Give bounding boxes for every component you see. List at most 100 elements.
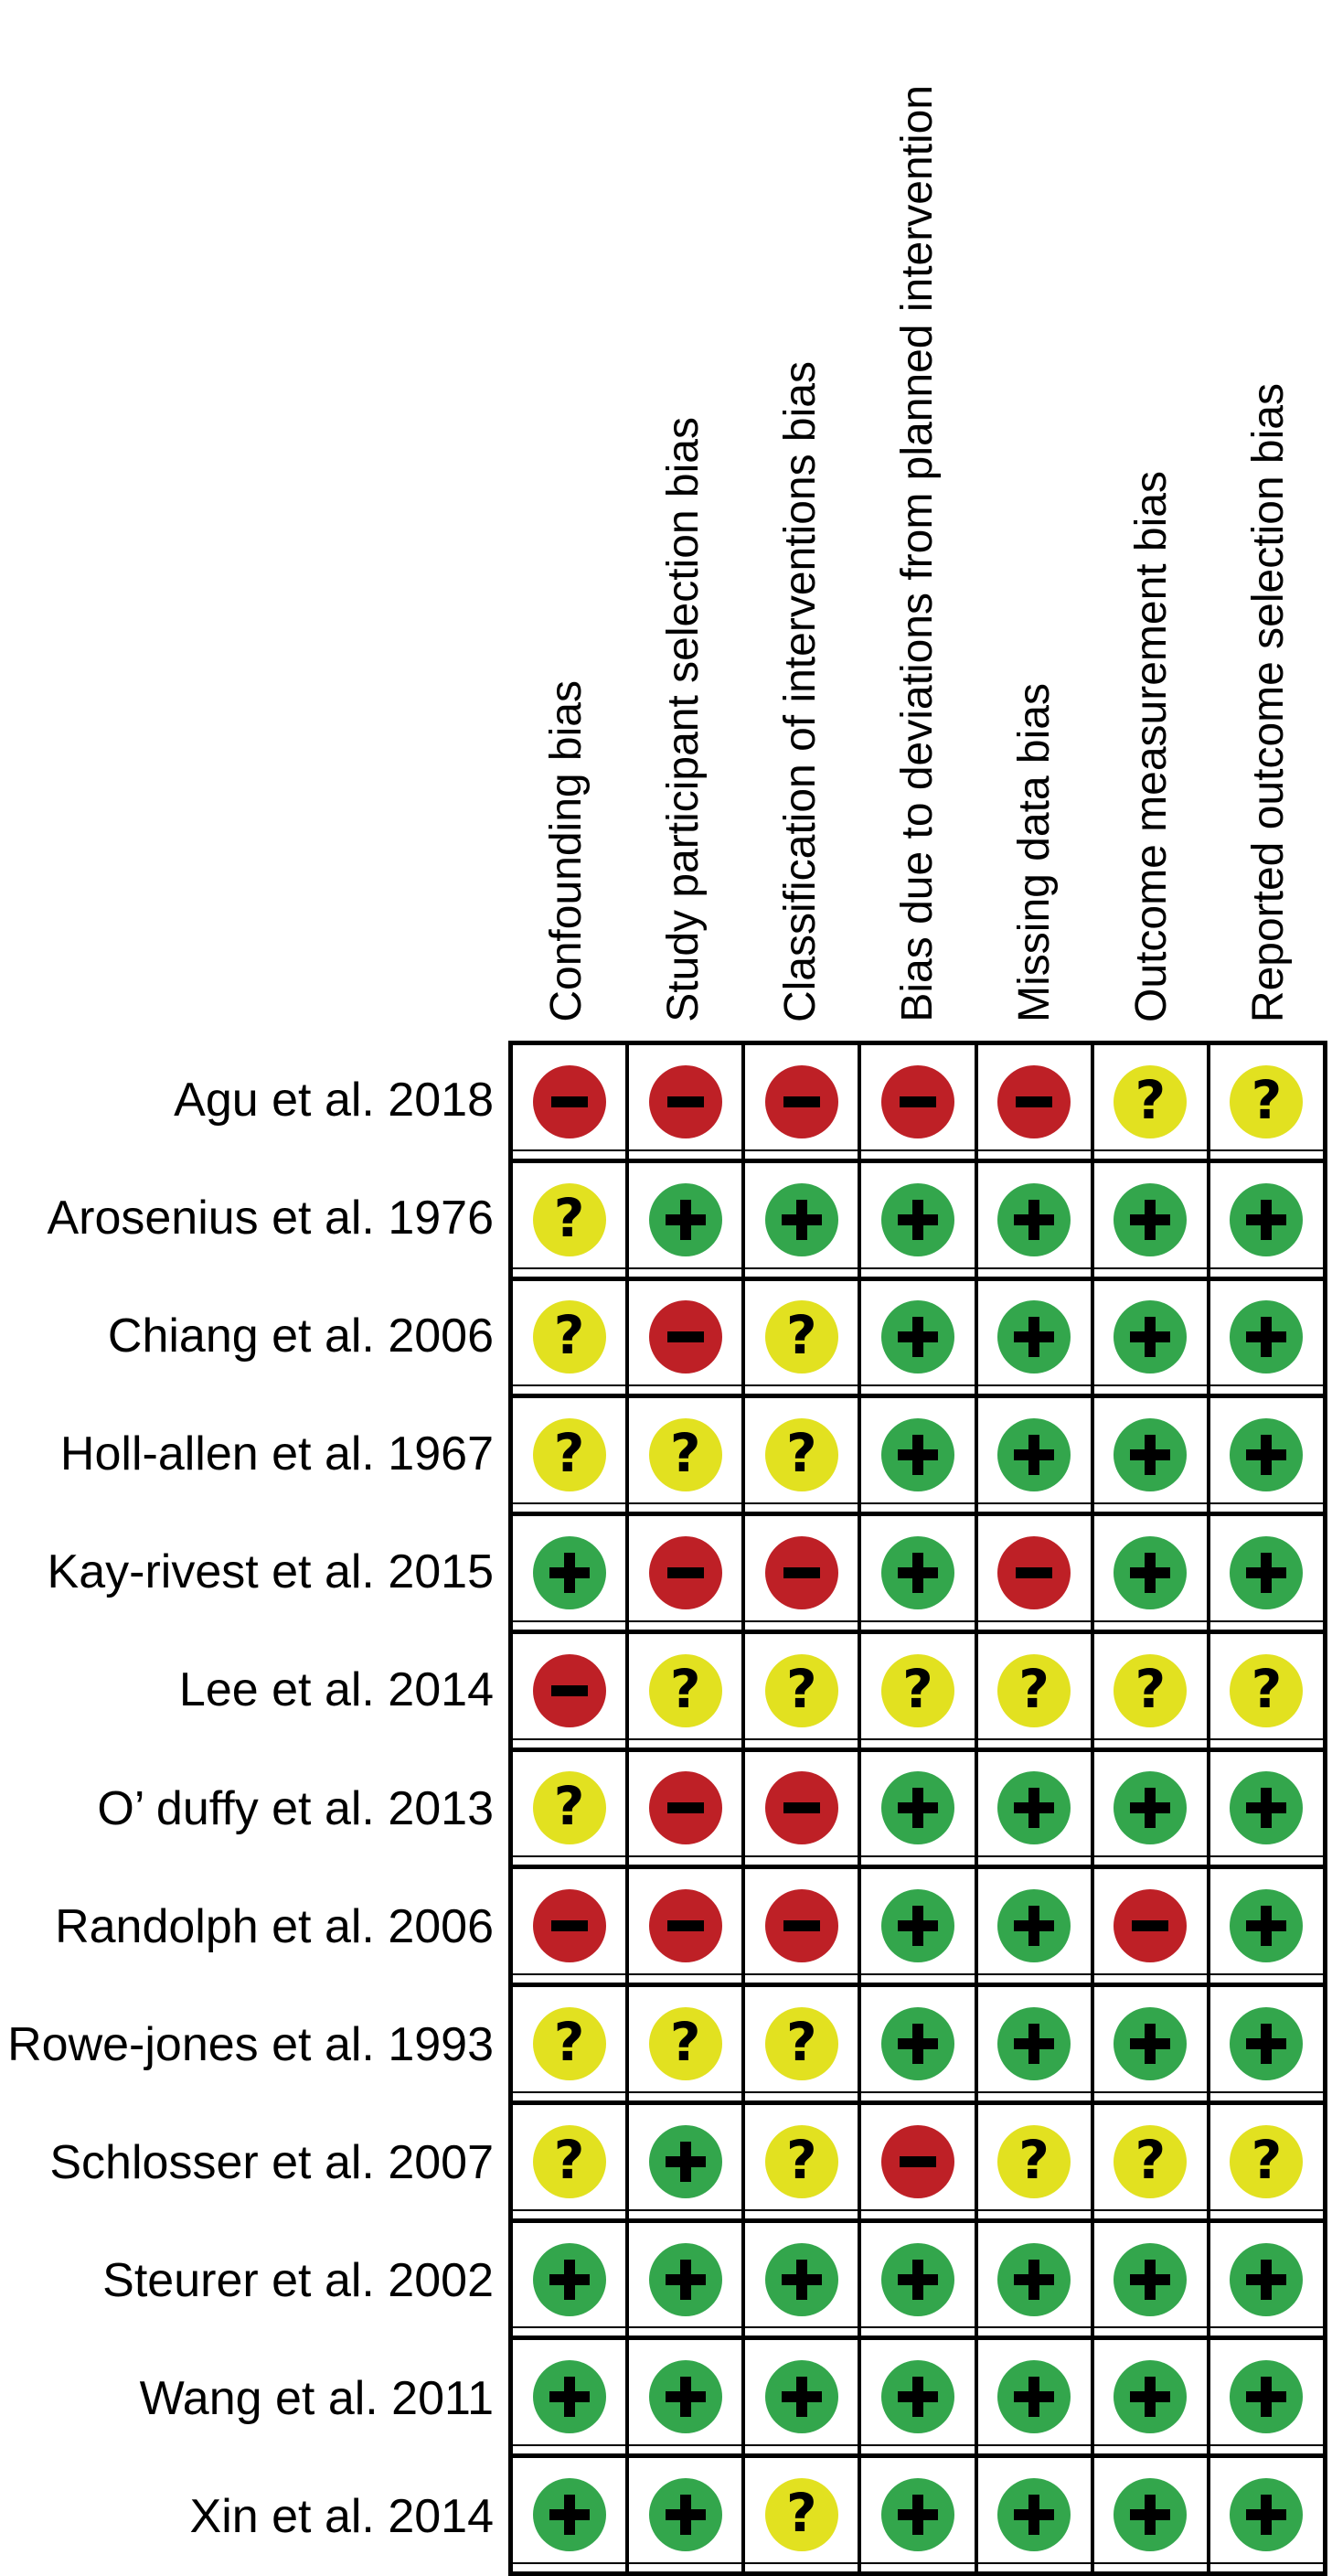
low-risk-circle-icon <box>764 1182 838 1256</box>
low-risk-circle-icon <box>1114 2478 1188 2552</box>
rating-cell <box>745 1162 862 1277</box>
low-risk-circle-icon <box>997 2360 1071 2434</box>
study-label: Chiang et al. 2006 <box>107 1309 494 1363</box>
rating-cell <box>629 2222 746 2336</box>
unclear-risk-circle-icon: ? <box>1230 1064 1304 1138</box>
rating-cell <box>977 1045 1094 1159</box>
rating-cell <box>861 2458 978 2571</box>
table-row <box>513 1516 1324 1634</box>
study-label: O’ duffy et al. 2013 <box>97 1781 494 1835</box>
plus-icon <box>1246 2495 1287 2536</box>
rating-cell: ? <box>861 1633 978 1748</box>
plus-icon <box>1130 2259 1171 2300</box>
unclear-risk-circle-icon: ? <box>764 2124 838 2198</box>
minus-icon <box>783 1096 820 1107</box>
low-risk-circle-icon <box>880 1771 954 1845</box>
rating-cell: ? <box>745 2104 862 2218</box>
rating-cell <box>745 1045 862 1159</box>
high-risk-circle-icon <box>648 1535 722 1609</box>
rating-cell: ? <box>629 1987 746 2100</box>
table-row: ? <box>513 2458 1324 2571</box>
plus-icon <box>1014 1435 1055 1476</box>
question-mark-icon: ? <box>553 1304 585 1367</box>
unclear-risk-circle-icon: ? <box>997 1653 1071 1727</box>
low-risk-circle-icon <box>648 2478 722 2552</box>
low-risk-circle-icon <box>1230 1535 1304 1609</box>
low-risk-circle-icon <box>764 2360 838 2434</box>
rating-cell <box>1093 2340 1210 2454</box>
table-row: ?????? <box>513 1633 1324 1752</box>
question-mark-icon: ? <box>786 2128 817 2191</box>
question-mark-icon: ? <box>669 2011 701 2073</box>
high-risk-circle-icon <box>648 1771 722 1845</box>
rating-cell: ? <box>513 1280 630 1395</box>
unclear-risk-circle-icon: ? <box>532 2124 606 2198</box>
plus-icon <box>1130 1788 1171 1829</box>
plus-icon <box>1014 2024 1055 2064</box>
minus-icon <box>666 1566 704 1578</box>
rating-cell <box>513 2340 630 2454</box>
rating-cell: ? <box>1093 1633 1210 1748</box>
question-mark-icon: ? <box>553 2128 585 2191</box>
rating-cell <box>745 1751 862 1865</box>
low-risk-circle-icon <box>997 1182 1071 1256</box>
rating-cell <box>861 1751 978 1865</box>
plus-icon <box>1246 1199 1287 1240</box>
low-risk-circle-icon <box>880 2360 954 2434</box>
minus-icon <box>666 1920 704 1932</box>
rating-cell: ? <box>513 1987 630 2100</box>
rating-cell <box>977 1869 1094 1983</box>
plus-icon <box>1246 2259 1287 2300</box>
rating-cell <box>977 1280 1094 1395</box>
plus-icon <box>665 1199 706 1240</box>
study-label: Schlosser et al. 2007 <box>49 2135 494 2189</box>
question-mark-icon: ? <box>786 1422 817 1485</box>
plus-icon <box>1130 2495 1171 2536</box>
unclear-risk-circle-icon: ? <box>1114 1653 1188 1727</box>
rating-cell <box>861 2222 978 2336</box>
rating-cell <box>513 1633 630 1748</box>
low-risk-circle-icon <box>997 1889 1071 1963</box>
low-risk-circle-icon <box>532 2478 606 2552</box>
rating-cell <box>861 1516 978 1630</box>
plus-icon <box>897 2024 938 2064</box>
rating-cell <box>629 2458 746 2571</box>
unclear-risk-circle-icon: ? <box>997 2124 1071 2198</box>
low-risk-circle-icon <box>997 1418 1071 1492</box>
rating-cell: ? <box>745 1280 862 1395</box>
plus-icon <box>1014 1906 1055 1947</box>
minus-icon <box>783 1566 820 1578</box>
low-risk-circle-icon <box>764 2242 838 2316</box>
column-header: Bias due to deviations from planned inte… <box>859 0 976 1022</box>
rating-cell <box>1093 1516 1210 1630</box>
unclear-risk-circle-icon: ? <box>648 1653 722 1727</box>
low-risk-circle-icon <box>1114 1418 1188 1492</box>
plus-icon <box>1246 2377 1287 2418</box>
question-mark-icon: ? <box>669 1657 701 1720</box>
rating-cell <box>745 1869 862 1983</box>
low-risk-circle-icon <box>997 2242 1071 2316</box>
rating-cell <box>1209 2340 1324 2453</box>
unclear-risk-circle-icon: ? <box>532 1771 606 1845</box>
study-labels: Agu et al. 2018 Arosenius et al. 1976 Chia… <box>0 1041 494 2576</box>
unclear-risk-circle-icon: ? <box>764 1653 838 1727</box>
plus-icon <box>1130 1199 1171 1240</box>
rating-cell: ? <box>1209 2105 1324 2218</box>
low-risk-circle-icon <box>1114 2242 1188 2316</box>
study-label: Wang et al. 2011 <box>139 2372 494 2426</box>
plus-icon <box>897 1199 938 1240</box>
low-risk-circle-icon <box>997 2007 1071 2080</box>
study-label: Steurer et al. 2002 <box>102 2254 494 2308</box>
question-mark-icon: ? <box>1018 2128 1050 2191</box>
question-mark-icon: ? <box>786 2011 817 2073</box>
low-risk-circle-icon <box>1114 2007 1188 2080</box>
plus-icon <box>897 1906 938 1947</box>
unclear-risk-circle-icon: ? <box>532 1300 606 1374</box>
plus-icon <box>1246 1906 1287 1947</box>
plus-icon <box>549 2377 590 2418</box>
low-risk-circle-icon <box>1230 1182 1304 1256</box>
low-risk-circle-icon <box>880 1535 954 1609</box>
high-risk-circle-icon <box>1114 1889 1188 1963</box>
table-row: ??? <box>513 1398 1324 1517</box>
